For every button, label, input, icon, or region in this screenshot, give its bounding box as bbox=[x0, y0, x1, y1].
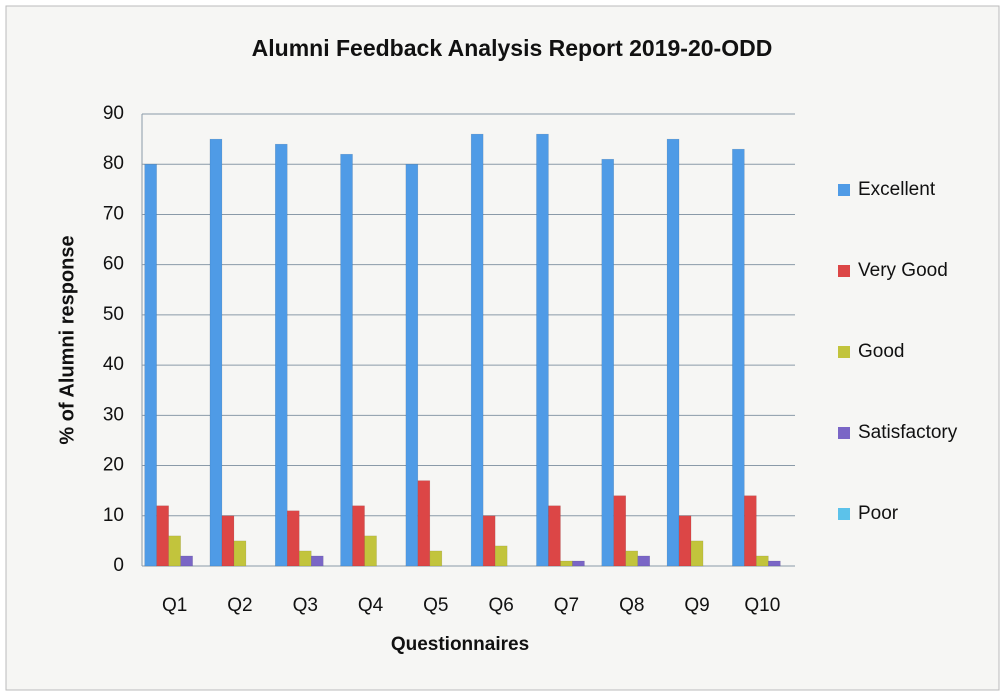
x-tick-label: Q8 bbox=[619, 595, 644, 616]
bar bbox=[221, 515, 235, 567]
y-tick-label: 30 bbox=[103, 404, 124, 425]
x-tick-label: Q4 bbox=[358, 595, 384, 616]
y-tick-label: 60 bbox=[103, 254, 124, 275]
bar bbox=[233, 540, 247, 567]
legend-label: Satisfactory bbox=[858, 422, 958, 443]
legend-label: Good bbox=[858, 341, 904, 362]
x-axis-label: Questionnaires bbox=[391, 634, 529, 655]
bar bbox=[470, 133, 484, 567]
bar bbox=[482, 515, 496, 567]
bar bbox=[429, 550, 443, 567]
y-tick-label: 80 bbox=[103, 153, 124, 174]
y-axis-label: % of Alumni response bbox=[56, 235, 78, 444]
x-tick-label: Q2 bbox=[227, 595, 252, 616]
bar bbox=[352, 505, 365, 567]
y-tick-label: 50 bbox=[103, 304, 124, 325]
legend-swatch bbox=[838, 184, 850, 196]
bar bbox=[637, 555, 650, 567]
bar bbox=[144, 163, 157, 567]
bar bbox=[275, 143, 288, 567]
bar bbox=[209, 138, 223, 567]
bar bbox=[156, 505, 169, 567]
bar bbox=[613, 495, 626, 567]
legend-label: Very Good bbox=[858, 260, 948, 281]
bar bbox=[548, 505, 561, 567]
legend-label: Excellent bbox=[858, 179, 936, 200]
x-tick-label: Q3 bbox=[293, 595, 318, 616]
legend-swatch bbox=[838, 346, 850, 358]
bar bbox=[180, 555, 193, 567]
legend-swatch bbox=[838, 508, 850, 520]
y-tick-label: 20 bbox=[103, 455, 124, 476]
y-tick-label: 90 bbox=[103, 103, 124, 124]
bar bbox=[299, 550, 312, 567]
bar bbox=[666, 138, 680, 567]
legend-swatch bbox=[838, 427, 850, 439]
bar bbox=[340, 153, 353, 567]
bar bbox=[625, 550, 638, 567]
y-tick-label: 70 bbox=[103, 203, 124, 224]
x-tick-label: Q1 bbox=[162, 595, 187, 616]
legend-swatch bbox=[838, 265, 850, 277]
x-tick-label: Q7 bbox=[554, 595, 579, 616]
bar bbox=[405, 163, 419, 567]
bar bbox=[744, 495, 757, 567]
bar bbox=[417, 480, 431, 567]
bar bbox=[768, 560, 781, 567]
chart-title: Alumni Feedback Analysis Report 2019-20-… bbox=[252, 35, 773, 61]
bar bbox=[756, 555, 769, 567]
x-tick-label: Q10 bbox=[744, 595, 780, 616]
bar bbox=[560, 560, 573, 567]
y-tick-label: 40 bbox=[103, 354, 124, 375]
bar bbox=[287, 510, 300, 567]
x-tick-label: Q5 bbox=[423, 595, 448, 616]
bar bbox=[311, 555, 324, 567]
chart-frame bbox=[5, 5, 1000, 691]
bar bbox=[690, 540, 704, 567]
bar bbox=[536, 133, 549, 567]
legend-label: Poor bbox=[858, 503, 899, 524]
bar bbox=[168, 535, 181, 567]
bar bbox=[732, 148, 745, 567]
bar bbox=[678, 515, 692, 567]
bar bbox=[601, 158, 614, 567]
x-tick-label: Q9 bbox=[684, 595, 709, 616]
y-tick-label: 0 bbox=[113, 555, 124, 576]
bar bbox=[572, 560, 585, 567]
bar bbox=[494, 545, 508, 567]
y-tick-label: 10 bbox=[103, 505, 124, 526]
bar bbox=[364, 535, 377, 567]
x-tick-label: Q6 bbox=[488, 595, 513, 616]
